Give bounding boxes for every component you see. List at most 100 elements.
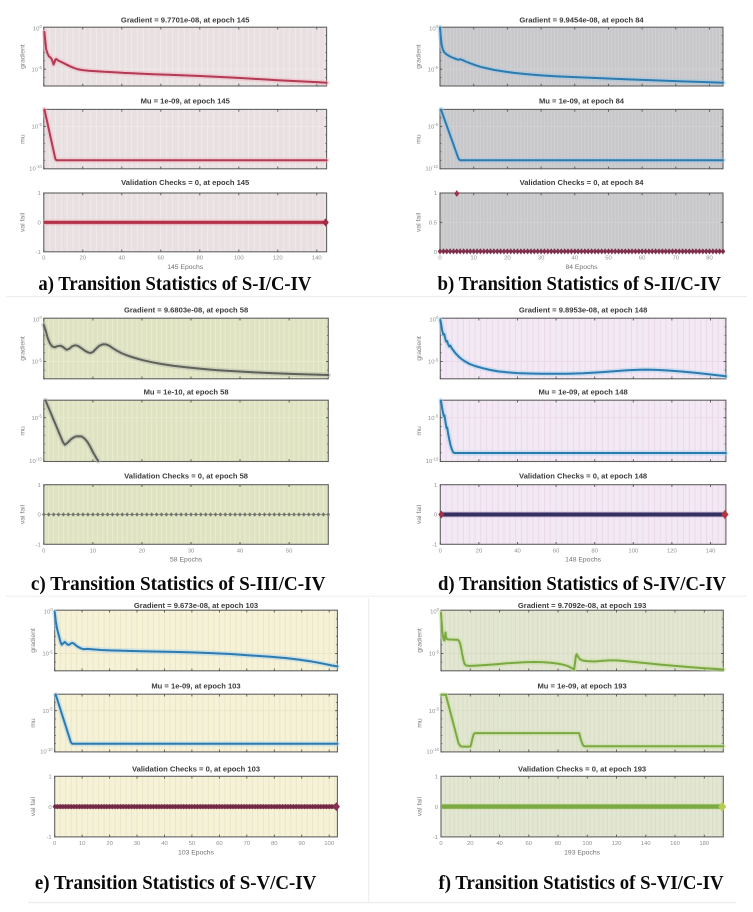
svg-text:Gradient = 9.9454e-08, at epoc: Gradient = 9.9454e-08, at epoch 84 <box>519 15 644 24</box>
svg-text:50: 50 <box>286 548 293 554</box>
svg-text:gradient: gradient <box>417 628 424 653</box>
svg-text:10-10: 10-10 <box>29 457 42 465</box>
svg-text:40: 40 <box>237 548 244 554</box>
svg-text:gradient: gradient <box>416 336 423 361</box>
svg-text:Gradient = 9.7701e-08, at epoc: Gradient = 9.7701e-08, at epoch 145 <box>121 15 250 24</box>
svg-text:140: 140 <box>706 548 717 554</box>
svg-text:gradient: gradient <box>19 336 26 361</box>
svg-text:120: 120 <box>667 548 678 554</box>
svg-text:100: 100 <box>234 256 245 262</box>
svg-text:60: 60 <box>526 841 533 847</box>
svg-text:0: 0 <box>42 548 46 554</box>
svg-text:10: 10 <box>79 841 86 847</box>
svg-text:0.5: 0.5 <box>429 221 438 227</box>
svg-text:10-5: 10-5 <box>428 65 439 73</box>
svg-text:val fail: val fail <box>19 504 26 524</box>
svg-text:mu: mu <box>416 134 423 144</box>
svg-text:1: 1 <box>434 191 437 197</box>
svg-text:40: 40 <box>496 841 503 847</box>
svg-text:Gradient = 9.6803e-08, at epoc: Gradient = 9.6803e-08, at epoch 58 <box>124 306 248 315</box>
svg-text:193 Epochs: 193 Epochs <box>564 849 601 856</box>
svg-text:160: 160 <box>670 841 681 847</box>
svg-text:20: 20 <box>467 841 474 847</box>
svg-text:gradient: gradient <box>30 628 37 653</box>
svg-text:60: 60 <box>553 548 560 554</box>
svg-text:0: 0 <box>38 221 42 227</box>
svg-text:1: 1 <box>38 191 41 197</box>
svg-text:50: 50 <box>605 256 612 262</box>
svg-text:gradient: gradient <box>19 44 26 69</box>
svg-text:Mu = 1e-09, at epoch 148: Mu = 1e-09, at epoch 148 <box>538 388 627 397</box>
svg-text:mu: mu <box>417 718 424 728</box>
svg-text:0: 0 <box>53 841 57 847</box>
svg-text:10-5: 10-5 <box>32 122 43 130</box>
svg-text:mu: mu <box>19 426 26 436</box>
svg-text:Mu = 1e-09, at epoch 193: Mu = 1e-09, at epoch 193 <box>537 681 626 690</box>
svg-text:-1: -1 <box>432 543 437 549</box>
svg-text:100: 100 <box>429 24 439 32</box>
svg-text:Gradient = 9.7092e-08, at epoc: Gradient = 9.7092e-08, at epoch 193 <box>518 601 647 610</box>
svg-text:30: 30 <box>538 256 545 262</box>
svg-text:-1: -1 <box>433 835 438 841</box>
svg-text:120: 120 <box>273 256 284 262</box>
svg-text:-1: -1 <box>36 543 41 549</box>
svg-text:60: 60 <box>216 841 223 847</box>
svg-text:10: 10 <box>90 548 97 554</box>
svg-text:180: 180 <box>699 841 710 847</box>
svg-text:1: 1 <box>434 483 437 489</box>
svg-text:80: 80 <box>706 256 713 262</box>
svg-text:val fail: val fail <box>416 504 423 524</box>
svg-text:100: 100 <box>628 548 639 554</box>
svg-text:1: 1 <box>38 483 41 489</box>
svg-text:10-5: 10-5 <box>428 357 439 365</box>
svg-text:0: 0 <box>434 513 438 519</box>
svg-text:148 Epochs: 148 Epochs <box>565 557 602 564</box>
svg-text:50: 50 <box>189 841 196 847</box>
svg-text:mu: mu <box>416 426 423 436</box>
svg-text:c) Transition Statistics of S-: c) Transition Statistics of S-III/C-IV <box>31 574 326 595</box>
svg-text:90: 90 <box>298 841 305 847</box>
svg-text:100: 100 <box>430 607 440 615</box>
svg-text:10-10: 10-10 <box>40 747 53 755</box>
svg-text:100: 100 <box>33 315 43 323</box>
svg-text:10-10: 10-10 <box>29 164 42 172</box>
svg-text:10: 10 <box>470 256 477 262</box>
svg-text:Mu = 1e-09, at epoch 103: Mu = 1e-09, at epoch 103 <box>151 681 240 690</box>
svg-text:val fail: val fail <box>417 796 424 816</box>
svg-text:Validation Checks = 0, at epoc: Validation Checks = 0, at epoch 103 <box>132 764 260 773</box>
svg-text:145 Epochs: 145 Epochs <box>167 264 204 271</box>
svg-text:100: 100 <box>324 841 335 847</box>
svg-text:10-5: 10-5 <box>32 65 43 73</box>
svg-text:10-5: 10-5 <box>428 122 439 130</box>
svg-text:1: 1 <box>435 775 438 781</box>
svg-text:60: 60 <box>158 256 165 262</box>
svg-text:Mu = 1e-09, at epoch 84: Mu = 1e-09, at epoch 84 <box>539 96 625 105</box>
svg-text:0: 0 <box>48 805 52 811</box>
svg-text:20: 20 <box>106 841 113 847</box>
svg-text:Validation Checks = 0, at epoc: Validation Checks = 0, at epoch 84 <box>520 178 645 187</box>
svg-text:Mu = 1e-10, at epoch 58: Mu = 1e-10, at epoch 58 <box>144 388 229 397</box>
svg-text:0: 0 <box>438 256 442 262</box>
svg-text:10-5: 10-5 <box>428 414 439 422</box>
svg-text:Mu = 1e-09, at epoch 145: Mu = 1e-09, at epoch 145 <box>141 96 231 105</box>
svg-text:-1: -1 <box>46 835 51 841</box>
svg-text:10-5: 10-5 <box>32 357 43 365</box>
svg-text:f) Transition Statistics of S-: f) Transition Statistics of S-VI/C-IV <box>439 873 724 894</box>
svg-text:10-10: 10-10 <box>425 164 438 172</box>
svg-text:70: 70 <box>244 841 251 847</box>
svg-text:b) Transition Statistics of S-: b) Transition Statistics of S-II/C-IV <box>438 274 722 295</box>
svg-text:10-10: 10-10 <box>426 457 439 465</box>
svg-text:103 Epochs: 103 Epochs <box>178 849 215 856</box>
svg-text:30: 30 <box>134 841 141 847</box>
svg-text:a) Transition Statistics of S-: a) Transition Statistics of S-I/C-IV <box>38 274 311 295</box>
svg-text:10-5: 10-5 <box>32 414 43 422</box>
svg-text:Validation Checks = 0, at epoc: Validation Checks = 0, at epoch 58 <box>124 472 248 481</box>
svg-text:100: 100 <box>33 24 43 32</box>
svg-text:40: 40 <box>572 256 579 262</box>
svg-text:e) Transition Statistics of S-: e) Transition Statistics of S-V/C-IV <box>35 873 316 894</box>
svg-text:val fail: val fail <box>416 212 423 232</box>
svg-text:80: 80 <box>271 841 278 847</box>
svg-text:100: 100 <box>44 607 54 615</box>
svg-text:70: 70 <box>673 256 680 262</box>
svg-text:10-5: 10-5 <box>42 707 53 715</box>
